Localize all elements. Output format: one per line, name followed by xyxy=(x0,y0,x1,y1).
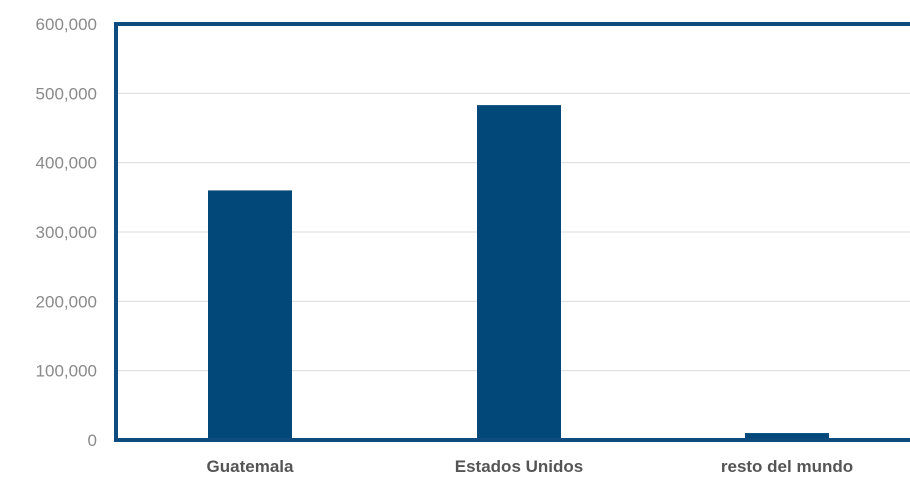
bar xyxy=(477,105,561,441)
bar xyxy=(745,433,829,440)
y-tick-label: 500,000 xyxy=(36,84,97,103)
y-tick-label: 0 xyxy=(88,431,97,450)
y-tick-label: 200,000 xyxy=(36,292,97,311)
y-tick-label: 400,000 xyxy=(36,154,97,173)
y-tick-label: 300,000 xyxy=(36,223,97,242)
x-category-label: Estados Unidos xyxy=(455,457,583,476)
y-tick-label: 100,000 xyxy=(36,362,97,381)
plot-frame xyxy=(114,22,910,442)
x-category-label: Guatemala xyxy=(207,457,294,476)
x-category-label: resto del mundo xyxy=(721,457,853,476)
y-tick-label: 600,000 xyxy=(36,15,97,34)
bars xyxy=(208,105,829,441)
x-axis-labels: Guatemala Estados Unidos resto del mundo xyxy=(207,457,854,476)
bar xyxy=(208,190,292,440)
y-axis-ticks: 0 100,000 200,000 300,000 400,000 500,000 600,… xyxy=(36,15,97,450)
